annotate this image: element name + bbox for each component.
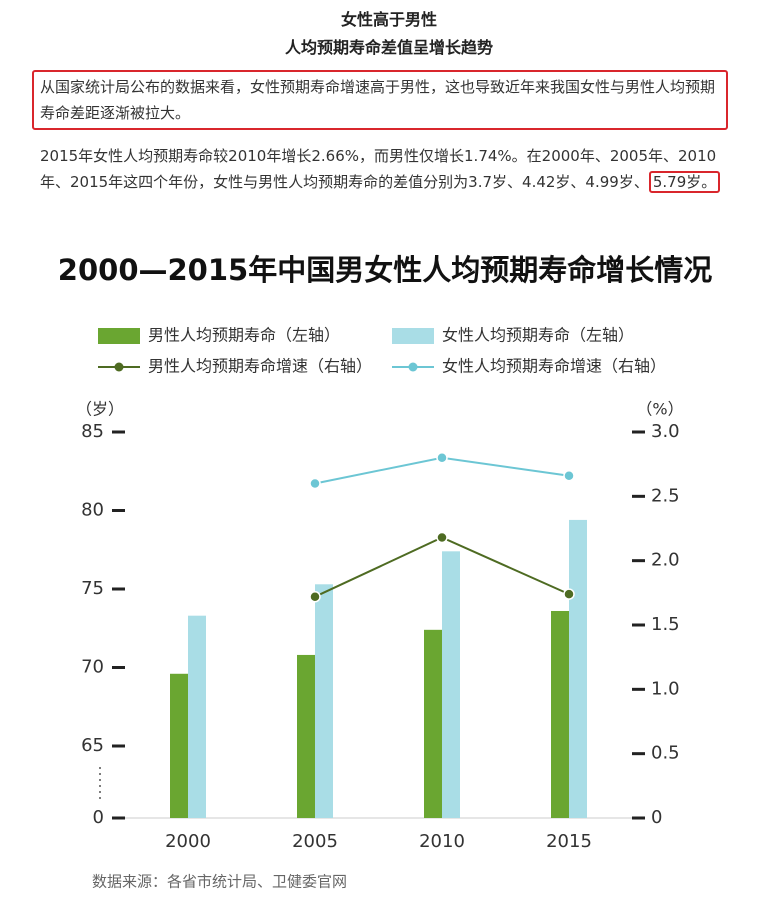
chart-title: 2000—2015年中国男女性人均预期寿命增长情况 [58, 253, 712, 287]
legend-swatch [98, 328, 140, 344]
y2-tick-label: 0.5 [651, 743, 680, 764]
y-tick-label: 65 [81, 735, 104, 756]
y2-tick-label: 3.0 [651, 421, 680, 442]
legend-swatch [114, 362, 124, 372]
paragraph-text: 2015年女性人均预期寿命较2010年增长2.66%，而男性仅增长1.74%。在… [40, 147, 717, 191]
point [309, 477, 321, 490]
point [436, 451, 448, 464]
legend-label: 男性人均预期寿命增速（右轴） [148, 357, 372, 376]
x-tick-label: 2005 [292, 831, 338, 852]
x-tick-label: 2010 [419, 831, 465, 852]
source-note: 数据来源：各省市统计局、卫健委官网 [92, 873, 347, 891]
y-tick-label: 0 [93, 807, 104, 828]
bar [569, 519, 587, 818]
y-axis-label: （岁） [76, 400, 124, 419]
y-tick-label: 75 [81, 578, 104, 599]
point [563, 469, 575, 482]
bar [424, 629, 442, 818]
header-title: 女性高于男性 [340, 10, 437, 29]
paragraph: 从国家统计局公布的数据来看，女性预期寿命增速高于男性，这也导致近年来我国女性与男… [32, 70, 728, 130]
y2-axis-label: （%） [636, 400, 683, 419]
highlight: 5.79岁。 [648, 171, 721, 193]
point [309, 590, 321, 603]
bar [188, 615, 206, 818]
bar [170, 673, 188, 818]
bar [442, 551, 460, 818]
y-tick-label: 80 [81, 500, 104, 521]
legend-label: 男性人均预期寿命（左轴） [148, 326, 340, 345]
y-tick-label: 70 [81, 657, 104, 678]
axis-break [99, 767, 101, 799]
y-tick-label: 85 [81, 421, 104, 442]
bar [551, 610, 569, 818]
legend-label: 女性人均预期寿命增速（右轴） [442, 357, 666, 376]
x-tick-label: 2015 [546, 831, 592, 852]
legend-swatch [408, 362, 418, 372]
y2-tick-label: 0 [651, 807, 662, 828]
point [436, 531, 448, 544]
legend-swatch [392, 328, 434, 344]
y2-tick-label: 1.0 [651, 678, 680, 699]
y2-tick-label: 2.5 [651, 485, 680, 506]
point [563, 588, 575, 600]
x-tick-label: 2000 [165, 831, 211, 852]
bar [315, 584, 333, 818]
paragraph: 2015年女性人均预期寿命较2010年增长2.66%，而男性仅增长1.74%。在… [40, 143, 730, 195]
legend-label: 女性人均预期寿命（左轴） [442, 326, 634, 345]
bar [297, 654, 315, 818]
y2-tick-label: 1.5 [651, 614, 680, 635]
y2-tick-label: 2.0 [651, 550, 680, 571]
header-subtitle: 人均预期寿命差值呈增长趋势 [284, 38, 493, 57]
